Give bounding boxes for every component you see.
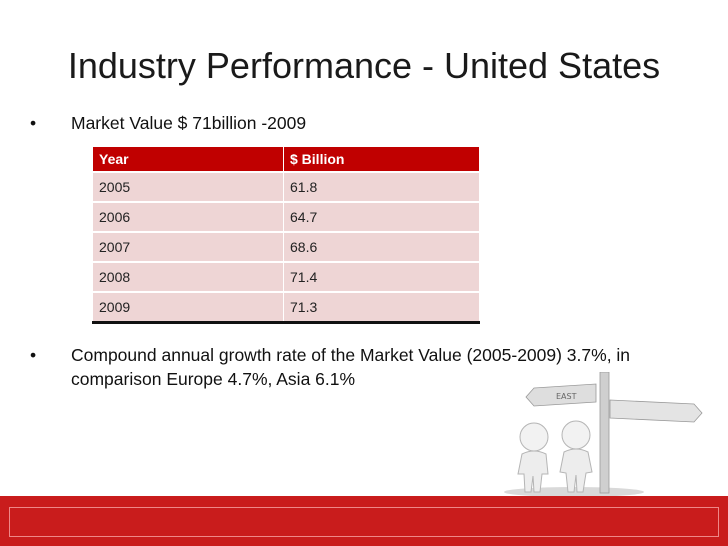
- figure-right: [559, 420, 593, 493]
- bullet-marker: •: [30, 113, 37, 133]
- bullet-marker: •: [30, 345, 37, 365]
- cell-value: 64.7: [283, 201, 480, 233]
- table-row: 2006 64.7: [92, 201, 480, 233]
- market-value-table: Year $ Billion 2005 61.8 2006 64.7 2007 …: [92, 146, 480, 324]
- cell-value: 71.3: [283, 291, 480, 323]
- cell-value: 68.6: [283, 231, 480, 263]
- slide-title: Industry Performance - United States: [67, 45, 661, 86]
- cell-value: 61.8: [283, 171, 480, 203]
- table-row: 2007 68.6: [92, 231, 480, 263]
- cell-value: 71.4: [283, 261, 480, 293]
- table-row: 2009 71.3: [92, 291, 480, 323]
- cell-year: 2007: [92, 231, 284, 263]
- sign-east-text: EAST: [556, 392, 577, 401]
- cell-year: 2009: [92, 291, 284, 323]
- signpost-figures-illustration: EAST: [504, 372, 703, 496]
- header-year: Year: [92, 146, 284, 173]
- table-header-row: Year $ Billion: [92, 146, 480, 173]
- cell-year: 2005: [92, 171, 284, 203]
- sign-east-board: [525, 383, 597, 407]
- figure-left: [517, 422, 549, 493]
- signpost-pole: [599, 372, 610, 494]
- footer-inner-frame: [9, 507, 719, 537]
- bullet-text: Market Value $ 71billion -2009: [71, 113, 307, 133]
- bullet-text-line-2: comparison Europe 4.7%, Asia 6.1%: [71, 369, 356, 389]
- cell-year: 2006: [92, 201, 284, 233]
- sign-right-board: [609, 399, 703, 423]
- footer-bar: [0, 496, 728, 546]
- table-row: 2008 71.4: [92, 261, 480, 293]
- header-billion: $ Billion: [283, 146, 480, 173]
- bullet-text-line-1: Compound annual growth rate of the Marke…: [71, 345, 631, 365]
- cell-year: 2008: [92, 261, 284, 293]
- table-row: 2005 61.8: [92, 171, 480, 203]
